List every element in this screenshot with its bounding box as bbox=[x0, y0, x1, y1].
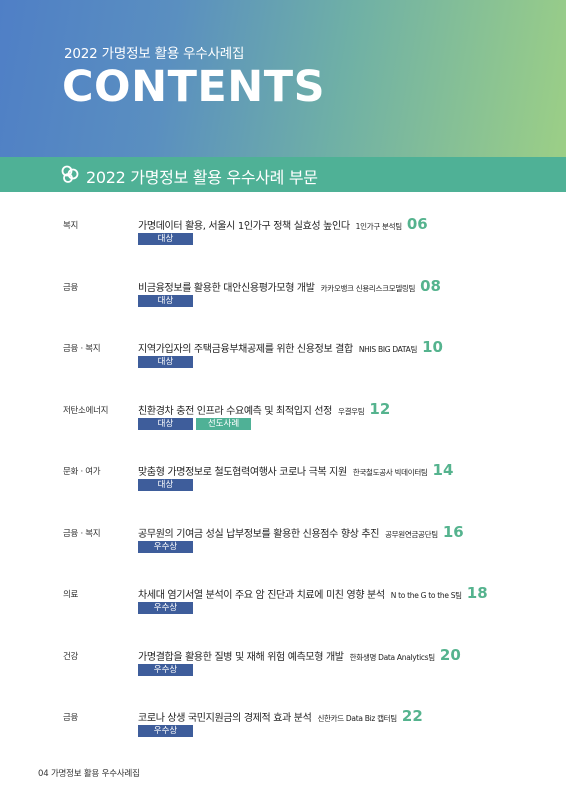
entry-category: 저탄소에너지 bbox=[63, 405, 109, 416]
footer-page-number: 04 bbox=[38, 769, 49, 779]
contents-entry[interactable]: 금융 · 복지 공무원의 기여금 성실 납부정보를 활용한 신용점수 향상 추진 공… bbox=[0, 523, 566, 563]
entry-category: 금융 bbox=[63, 282, 79, 293]
entry-tags: 대상 선도사례 bbox=[138, 417, 251, 430]
entry-team: 1인가구 분석팀 bbox=[355, 222, 402, 231]
entry-line: 비금융정보를 활용한 대안신용평가모형 개발 카카오뱅크 신용리스크모델링팀 08 bbox=[138, 277, 441, 295]
entry-title[interactable]: 비금융정보를 활용한 대안신용평가모형 개발 bbox=[138, 282, 315, 294]
entry-tags: 우수상 bbox=[138, 540, 193, 553]
entry-category: 건강 bbox=[63, 651, 79, 662]
entry-team: 한화생명 Data Analytics팀 bbox=[349, 652, 436, 662]
entry-page-number[interactable]: 14 bbox=[432, 461, 454, 479]
entry-team: 카카오뱅크 신용리스크모델링팀 bbox=[320, 283, 416, 293]
entry-title[interactable]: 가명결합을 활용한 질병 및 재해 위험 예측모형 개발 bbox=[138, 651, 344, 663]
contents-entry[interactable]: 의료 차세대 염기서열 분석이 주요 암 진단과 치료에 미친 영향 분석 N to… bbox=[0, 584, 566, 624]
entry-page-number[interactable]: 20 bbox=[439, 645, 461, 664]
award-badge: 우수상 bbox=[138, 663, 193, 676]
entry-tags: 우수상 bbox=[138, 602, 193, 614]
section-banner: 2022 가명정보 활용 우수사례 부문 bbox=[0, 157, 566, 192]
entry-title[interactable]: 가명데이터 활용, 서울시 1인가구 정책 실효성 높인다 bbox=[138, 221, 350, 232]
entry-tags: 대상 bbox=[138, 356, 193, 368]
contents-entry[interactable]: 문화 · 여가 맞춤형 가명정보로 철도협력여행사 코로나 극복 지원 한국철도공사… bbox=[0, 461, 566, 501]
contents-entry[interactable]: 복지 가명데이터 활용, 서울시 1인가구 정책 실효성 높인다 1인가구 분석팀 0… bbox=[0, 215, 566, 255]
page-footer: 04 가명정보 활용 우수사례집 bbox=[38, 767, 140, 779]
entry-category: 의료 bbox=[63, 590, 79, 600]
contents-entry[interactable]: 금융 코로나 상생 국민지원금의 경제적 효과 분석 신한카드 Data Biz 캡… bbox=[0, 707, 566, 747]
contents-entry[interactable]: 저탄소에너지 친환경차 충전 인프라 수요예측 및 최적입지 선정 우결우팀 12 대상… bbox=[0, 400, 566, 440]
contents-entry[interactable]: 건강 가명결합을 활용한 질병 및 재해 위험 예측모형 개발 한화생명 Data … bbox=[0, 646, 566, 686]
entry-category: 문화 · 여가 bbox=[63, 467, 101, 477]
entry-page-number[interactable]: 18 bbox=[466, 584, 488, 602]
entry-tags: 대상 bbox=[138, 233, 193, 245]
entry-category: 금융 · 복지 bbox=[63, 344, 101, 354]
entry-category: 금융 bbox=[63, 713, 79, 723]
award-badge: 대상 bbox=[138, 356, 193, 368]
entry-tags: 대상 bbox=[138, 294, 193, 307]
entry-team: N to the G to the S팀 bbox=[390, 591, 462, 600]
award-badge: 대상 bbox=[138, 233, 193, 245]
contents-entry[interactable]: 금융 · 복지 지역가입자의 주택금융부채공제를 위한 신용정보 결합 NHIS B… bbox=[0, 338, 566, 378]
entry-page-number[interactable]: 22 bbox=[401, 707, 423, 725]
footer-text: 가명정보 활용 우수사례집 bbox=[50, 769, 140, 779]
entry-title[interactable]: 공무원의 기여금 성실 납부정보를 활용한 신용점수 향상 추진 bbox=[138, 528, 380, 540]
entry-line: 지역가입자의 주택금융부채공제를 위한 신용정보 결합 NHIS BIG DATA… bbox=[138, 338, 443, 356]
award-badge: 우수상 bbox=[138, 725, 193, 737]
entry-page-number[interactable]: 10 bbox=[422, 338, 443, 356]
entry-team: NHIS BIG DATA팀 bbox=[358, 345, 418, 354]
entry-page-number[interactable]: 12 bbox=[369, 399, 391, 418]
award-badge: 우수상 bbox=[138, 602, 193, 614]
page-title: CONTENTS bbox=[62, 62, 326, 112]
entry-line: 가명결합을 활용한 질병 및 재해 위험 예측모형 개발 한화생명 Data An… bbox=[138, 646, 461, 664]
award-badge: 대상 bbox=[138, 417, 193, 430]
entry-team: 공무원연금공단팀 bbox=[385, 529, 438, 539]
entry-title[interactable]: 코로나 상생 국민지원금의 경제적 효과 분석 bbox=[138, 713, 312, 724]
entry-line: 친환경차 충전 인프라 수요예측 및 최적입지 선정 우결우팀 12 bbox=[138, 400, 390, 418]
entry-line: 차세대 염기서열 분석이 주요 암 진단과 치료에 미친 영향 분석 N to t… bbox=[138, 584, 488, 602]
entry-team: 한국철도공사 빅데이터팀 bbox=[352, 468, 428, 477]
chain-link-icon bbox=[61, 165, 79, 183]
contents-header: 2022 가명정보 활용 우수사례집 CONTENTS bbox=[0, 0, 566, 157]
award-badge: 대상 bbox=[138, 294, 193, 307]
entry-category: 금융 · 복지 bbox=[63, 528, 101, 539]
entry-team: 신한카드 Data Biz 캡터팀 bbox=[317, 714, 397, 723]
entry-line: 코로나 상생 국민지원금의 경제적 효과 분석 신한카드 Data Biz 캡터팀… bbox=[138, 707, 423, 725]
section-title: 2022 가명정보 활용 우수사례 부문 bbox=[86, 168, 318, 187]
entry-team: 우결우팀 bbox=[337, 406, 365, 416]
entry-tags: 우수상 bbox=[138, 725, 193, 737]
entry-page-number[interactable]: 08 bbox=[420, 276, 441, 295]
entry-tags: 우수상 bbox=[138, 663, 193, 676]
entry-tags: 대상 bbox=[138, 479, 193, 491]
award-badge: 선도사례 bbox=[196, 417, 251, 430]
entry-category: 복지 bbox=[63, 221, 79, 231]
entry-title[interactable]: 맞춤형 가명정보로 철도협력여행사 코로나 극복 지원 bbox=[138, 467, 347, 478]
entry-title[interactable]: 친환경차 충전 인프라 수요예측 및 최적입지 선정 bbox=[138, 405, 332, 417]
entry-page-number[interactable]: 06 bbox=[406, 215, 428, 233]
entry-title[interactable]: 지역가입자의 주택금융부채공제를 위한 신용정보 결합 bbox=[138, 344, 353, 355]
entry-line: 가명데이터 활용, 서울시 1인가구 정책 실효성 높인다 1인가구 분석팀 06 bbox=[138, 215, 428, 233]
book-subtitle: 2022 가명정보 활용 우수사례집 bbox=[64, 46, 245, 62]
entry-page-number[interactable]: 16 bbox=[442, 522, 464, 541]
award-badge: 대상 bbox=[138, 479, 193, 491]
award-badge: 우수상 bbox=[138, 540, 193, 553]
entry-line: 공무원의 기여금 성실 납부정보를 활용한 신용점수 향상 추진 공무원연금공단팀… bbox=[138, 523, 464, 541]
entry-title[interactable]: 차세대 염기서열 분석이 주요 암 진단과 치료에 미친 영향 분석 bbox=[138, 590, 385, 601]
entry-line: 맞춤형 가명정보로 철도협력여행사 코로나 극복 지원 한국철도공사 빅데이터팀 1… bbox=[138, 461, 453, 479]
contents-entry[interactable]: 금융 비금융정보를 활용한 대안신용평가모형 개발 카카오뱅크 신용리스크모델링팀 0… bbox=[0, 277, 566, 317]
